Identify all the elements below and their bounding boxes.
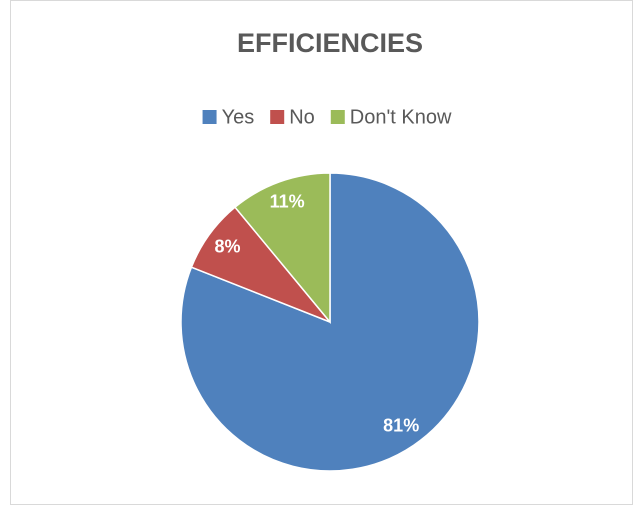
legend-label: No — [289, 106, 315, 128]
data-label: 8% — [215, 236, 241, 256]
data-label: 81% — [383, 415, 419, 435]
pie-slice — [233, 172, 331, 325]
data-label: 11% — [270, 192, 305, 212]
legend-swatch — [330, 110, 345, 124]
chart-title: EFFICIENCIES — [237, 28, 423, 58]
legend-label: Don't Know — [350, 106, 452, 128]
legend-label: Yes — [222, 106, 255, 128]
legend-swatch — [202, 110, 217, 124]
legend-swatch — [270, 110, 285, 124]
